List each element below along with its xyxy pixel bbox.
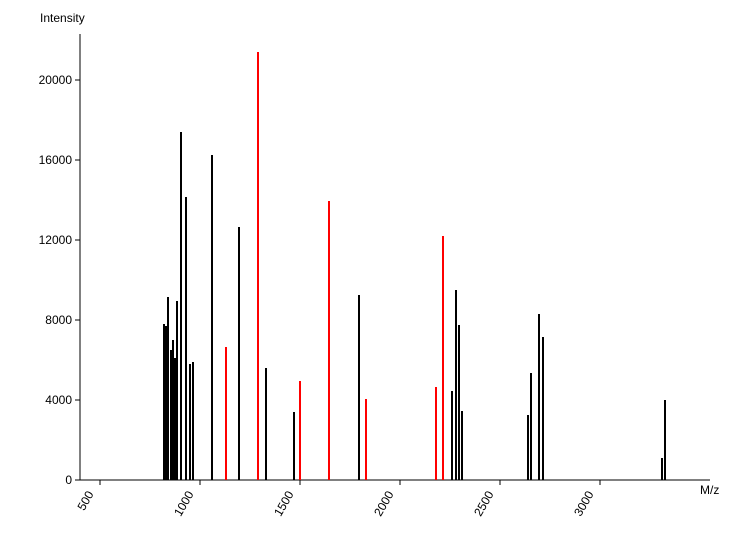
y-tick-label: 0 [65, 473, 72, 487]
y-tick-label: 16000 [39, 153, 73, 167]
y-tick-label: 12000 [39, 233, 73, 247]
chart-svg: 0400080001200016000200005001000150020002… [0, 0, 750, 540]
mass-spectrum-chart: 0400080001200016000200005001000150020002… [0, 0, 750, 540]
y-tick-label: 8000 [45, 313, 72, 327]
y-tick-label: 4000 [45, 393, 72, 407]
y-axis-title: Intensity [40, 11, 85, 25]
x-axis-title: M/z [700, 483, 719, 497]
y-tick-label: 20000 [39, 73, 73, 87]
